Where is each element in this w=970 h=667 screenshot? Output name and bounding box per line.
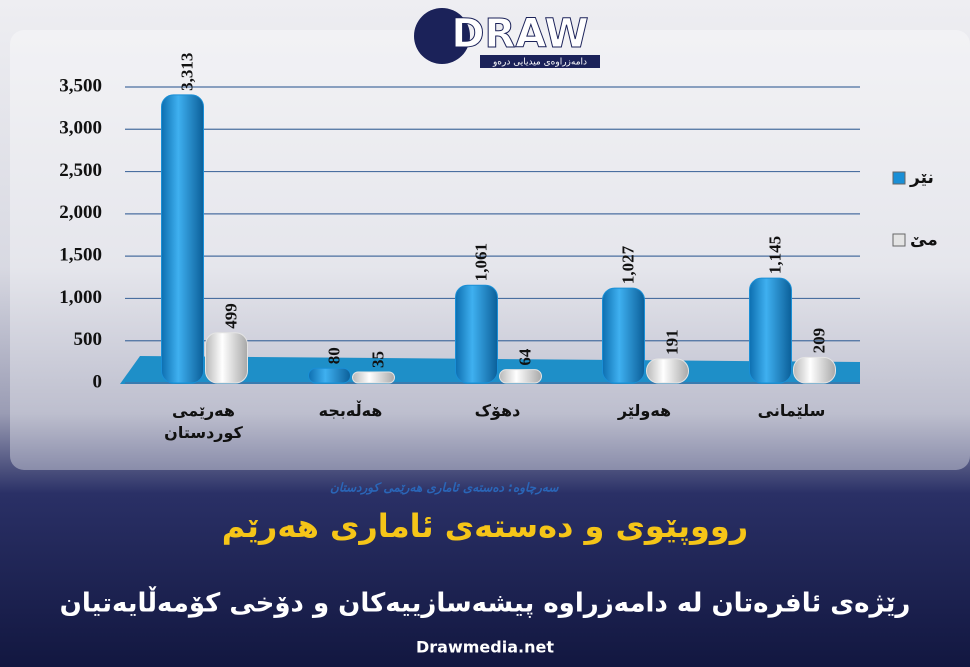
value-label: 80 [324, 347, 343, 364]
bar [308, 367, 351, 384]
x-tick-label: هەڵەبجە [318, 401, 383, 420]
y-tick-label: 3,000 [59, 118, 102, 139]
y-tick-label: 1,500 [59, 245, 102, 266]
bar [161, 94, 204, 384]
source: سەرچاوە: دەستەی ئاماری هەرێمی کوردستان [330, 481, 559, 496]
bar [749, 277, 792, 384]
bar [602, 287, 645, 384]
y-tick-label: 1,000 [59, 287, 102, 308]
value-label: 209 [809, 328, 828, 354]
tagline-bg [480, 55, 600, 68]
x-tick-label: هەرێمی کوردستان [164, 401, 243, 442]
bar [455, 284, 498, 384]
legend-label: مێ [910, 230, 938, 250]
value-label: 64 [515, 348, 534, 366]
value-label: 191 [662, 329, 681, 355]
x-tick-label: هەولێر [617, 401, 672, 420]
value-label: 1,027 [618, 245, 637, 284]
value-label: 499 [221, 303, 240, 329]
value-label: 1,145 [765, 236, 784, 274]
legend-swatch [892, 171, 906, 185]
y-tick-label: 0 [93, 371, 103, 392]
logo-circle [414, 8, 470, 64]
bar [352, 371, 395, 384]
x-tick-label: دهۆک [474, 401, 521, 420]
bar [499, 369, 542, 384]
value-label: 3,313 [177, 53, 196, 91]
y-tick-label: 500 [74, 329, 103, 350]
value-label: 35 [368, 351, 387, 368]
brand: DRAW [451, 11, 588, 57]
y-tick-label: 2,000 [59, 202, 102, 223]
bar [646, 358, 689, 384]
tagline: دامەزراوەی میدیایی درەو [492, 58, 587, 68]
value-label: 1,061 [471, 243, 490, 281]
chart-subtitle: رێژەی ئافرەتان لە دامەزراوە پیشەسازییەکا… [60, 587, 911, 619]
footer: Drawmedia.net [416, 638, 554, 657]
y-tick-label: 3,500 [59, 75, 102, 96]
legend-swatch [892, 233, 906, 247]
chart-title: رووپێوی و دەستەی ئاماری هەرێم [222, 507, 748, 545]
x-tick-label: سلێمانی [757, 401, 826, 420]
y-tick-label: 2,500 [59, 160, 102, 181]
legend-label: نێر [909, 168, 934, 188]
bar [793, 356, 836, 384]
bar [205, 332, 248, 384]
